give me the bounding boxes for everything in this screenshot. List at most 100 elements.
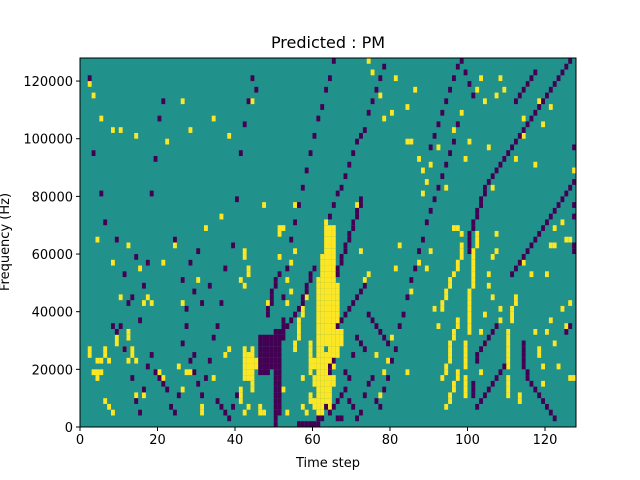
heatmap-cell-low — [514, 265, 518, 272]
heatmap-cell-low — [285, 265, 290, 272]
y-tick-label: 20000 — [32, 363, 73, 378]
heatmap-cell-high — [324, 305, 328, 312]
heatmap-cell-high — [455, 375, 460, 381]
heatmap-cell-high — [300, 311, 305, 318]
heatmap-cell-high — [444, 363, 449, 370]
heatmap-cell-high — [417, 259, 421, 266]
heatmap-cell-low — [471, 225, 476, 231]
heatmap-cell-high — [452, 225, 456, 231]
heatmap-cell-high — [95, 236, 100, 243]
heatmap-cell-low — [335, 398, 340, 404]
heatmap-cell-low — [343, 173, 348, 180]
heatmap-cell-high — [114, 334, 119, 341]
heatmap-cell-low — [262, 352, 266, 358]
heatmap-cell-low — [541, 398, 545, 404]
heatmap-cell-high — [250, 352, 255, 358]
y-axis-label: Frequency (Hz) — [0, 193, 13, 291]
heatmap-cell-low — [99, 190, 104, 197]
heatmap-cell-low — [157, 375, 162, 381]
heatmap-cell-low — [486, 386, 491, 393]
y-tick-label: 80000 — [32, 190, 73, 205]
heatmap-cell-high — [320, 352, 325, 358]
heatmap-cell-low — [235, 392, 239, 399]
heatmap-cell-high — [455, 259, 460, 266]
heatmap-cell-low — [328, 363, 332, 370]
heatmap-cell-high — [277, 230, 282, 237]
heatmap-cell-high — [246, 403, 251, 410]
heatmap-cell-high — [242, 352, 247, 358]
heatmap-cell-high — [328, 288, 332, 295]
heatmap-cell-low — [494, 375, 499, 381]
heatmap-cell-low — [362, 282, 367, 289]
heatmap-cell-low — [486, 334, 491, 341]
x-tick-label: 20 — [149, 433, 166, 448]
heatmap-cell-high — [521, 115, 526, 122]
heatmap-cell-high — [324, 294, 328, 301]
heatmap-cell-high — [316, 386, 321, 393]
heatmap-cell-low — [266, 334, 270, 341]
heatmap-cell-low — [440, 109, 445, 116]
heatmap-cell-low — [277, 357, 282, 364]
heatmap-cell-high — [316, 352, 321, 358]
heatmap-cell-low — [471, 219, 476, 226]
heatmap-cell-high — [242, 248, 247, 255]
heatmap-cell-high — [490, 254, 495, 260]
heatmap-cell-low — [192, 288, 197, 295]
heatmap-cell-high — [328, 282, 332, 289]
heatmap-cell-low — [138, 317, 142, 324]
heatmap-cell-high — [331, 248, 336, 255]
heatmap-cell-low — [153, 369, 158, 376]
heatmap-cell-high — [568, 236, 573, 243]
heatmap-cell-high — [316, 300, 321, 306]
heatmap-cell-high — [312, 403, 317, 410]
heatmap-cell-low — [533, 109, 538, 116]
heatmap-cell-low — [269, 363, 274, 370]
heatmap-cell-high — [455, 317, 460, 324]
heatmap-cell-high — [475, 230, 480, 237]
heatmap-cell-high — [157, 369, 162, 376]
heatmap-cell-high — [572, 375, 576, 381]
heatmap-cell-high — [335, 317, 340, 324]
x-axis-label: Time step — [295, 456, 360, 471]
heatmap-cell-low — [316, 415, 321, 422]
heatmap-cell-low — [382, 63, 387, 70]
heatmap-cell-high — [324, 363, 328, 370]
y-tick-label: 40000 — [32, 306, 73, 321]
heatmap-cell-high — [277, 225, 282, 231]
heatmap-cell-high — [331, 311, 336, 318]
heatmap-cell-high — [300, 375, 305, 381]
heatmap-cell-high — [328, 386, 332, 393]
heatmap-cell-low — [114, 328, 119, 335]
heatmap-cell-low — [293, 311, 297, 318]
heatmap-cell-high — [118, 127, 123, 133]
heatmap-cell-low — [200, 392, 204, 399]
heatmap-cell-high — [432, 305, 437, 312]
heatmap-cell-low — [149, 190, 154, 197]
heatmap-cell-high — [328, 380, 332, 387]
heatmap-cell-high — [320, 328, 325, 335]
x-tick-label: 80 — [382, 433, 399, 448]
heatmap-cell-low — [118, 323, 123, 329]
heatmap-cell-high — [331, 380, 336, 387]
heatmap-cell-low — [273, 403, 278, 410]
heatmap-cell-high — [316, 346, 321, 353]
heatmap-cell-high — [328, 248, 332, 255]
heatmap-cell-low — [471, 380, 476, 387]
heatmap-cell-high — [250, 369, 255, 376]
heatmap-cell-low — [161, 380, 166, 387]
heatmap-cell-low — [219, 403, 224, 410]
heatmap-cell-high — [145, 294, 150, 301]
heatmap-cell-low — [537, 104, 542, 110]
heatmap-cell-high — [281, 386, 286, 393]
heatmap-cell-high — [242, 357, 247, 364]
heatmap-cell-high — [297, 328, 301, 335]
heatmap-cell-high — [200, 409, 204, 416]
heatmap-cell-low — [328, 213, 332, 220]
heatmap-cell-low — [134, 254, 139, 260]
heatmap-cell-high — [335, 340, 340, 347]
heatmap-cell-low — [525, 121, 530, 128]
heatmap-cell-low — [467, 230, 472, 237]
heatmap-cell-low — [262, 340, 266, 347]
heatmap-cell-low — [521, 127, 526, 133]
heatmap-cell-low — [521, 363, 526, 370]
